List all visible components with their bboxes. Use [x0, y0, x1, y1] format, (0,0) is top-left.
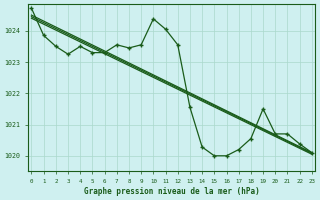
X-axis label: Graphe pression niveau de la mer (hPa): Graphe pression niveau de la mer (hPa): [84, 187, 260, 196]
